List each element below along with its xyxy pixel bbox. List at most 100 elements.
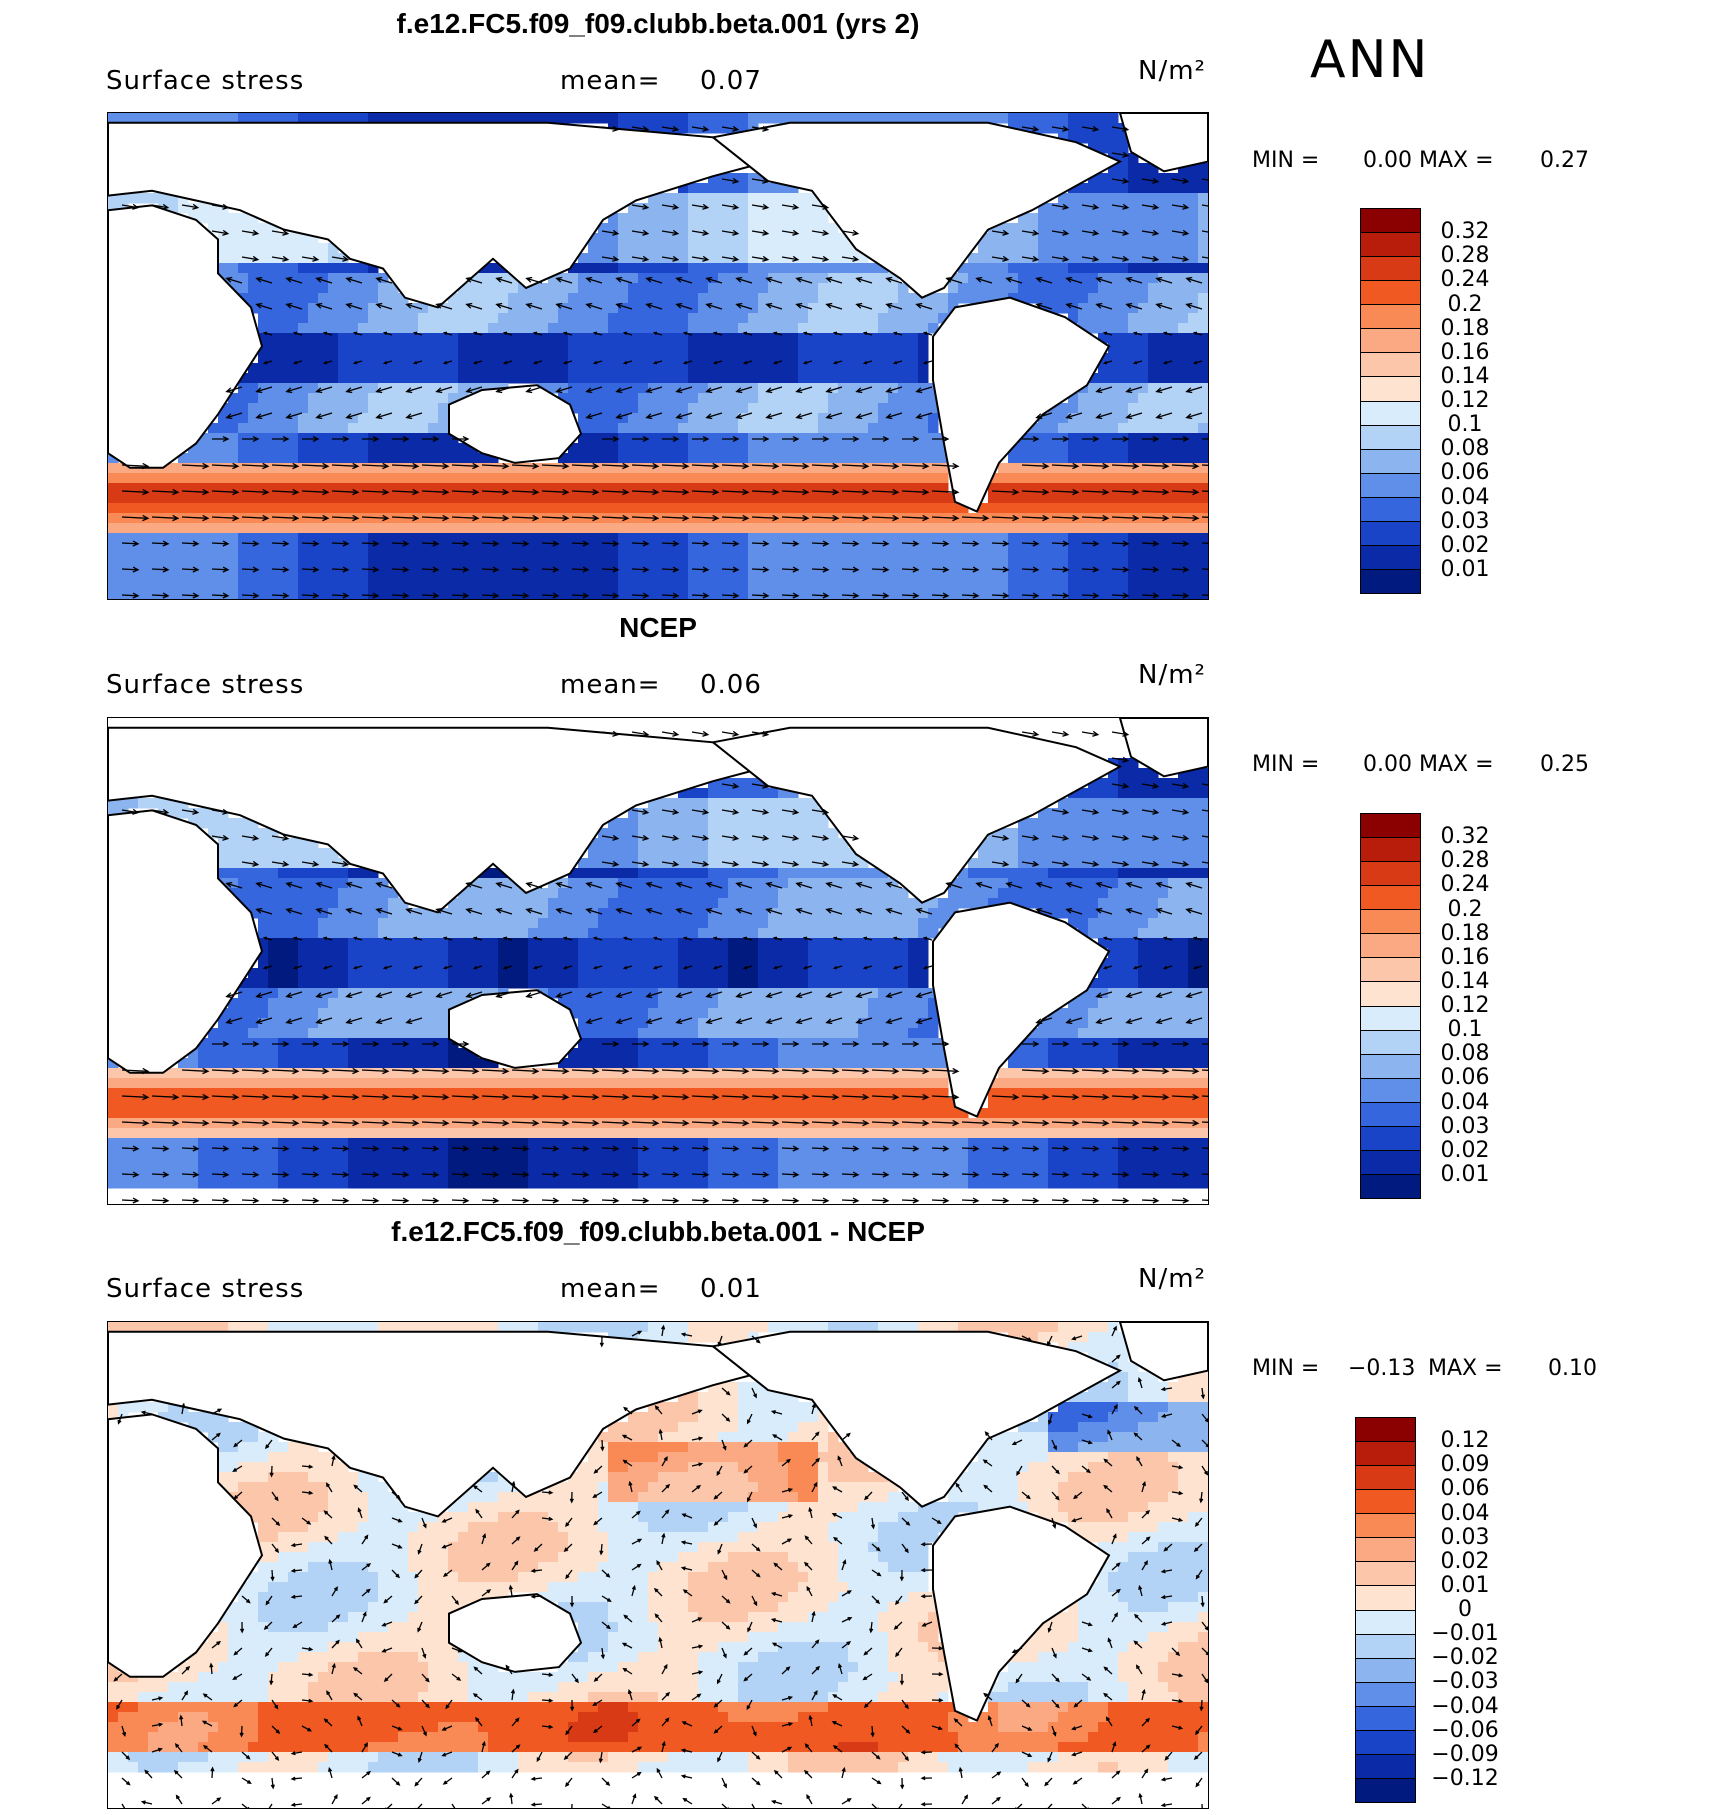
stress-vectors [121, 730, 1208, 1204]
field-shading [108, 1322, 1208, 1773]
colorbar-swatch [1361, 934, 1420, 959]
panel-2-variable: Surface stress [106, 670, 305, 700]
colorbar-swatch [1361, 209, 1420, 234]
season-label: ANN [1310, 30, 1430, 90]
colorbar-swatch [1361, 497, 1420, 522]
colorbar-swatch [1356, 1754, 1415, 1779]
colorbar-swatch [1361, 473, 1420, 498]
coastline [448, 1593, 583, 1673]
colorbar-tick-label: 0.16 [1440, 339, 1490, 365]
colorbar-swatch [1356, 1442, 1415, 1467]
colorbar-swatch [1356, 1682, 1415, 1707]
panel-3-colorbar [1355, 1417, 1416, 1803]
colorbar-tick-label: 0.32 [1440, 219, 1490, 245]
colorbar-swatch [1361, 958, 1420, 983]
colorbar-swatch [1356, 1610, 1415, 1635]
colorbar-tick-label: −0.06 [1431, 1717, 1499, 1743]
stress-vectors [113, 1324, 1208, 1808]
colorbar-swatch [1361, 233, 1420, 258]
coastline [1118, 718, 1208, 778]
colorbar-tick-label: 0.24 [1440, 872, 1490, 898]
coastline [710, 726, 1123, 904]
colorbar-tick-label: 0.32 [1440, 824, 1490, 850]
colorbar-tick-label: −0.12 [1431, 1765, 1499, 1791]
colorbar-swatch [1361, 1150, 1420, 1175]
panel-1-variable: Surface stress [106, 66, 305, 96]
colorbar-tick-label: 0.12 [1440, 388, 1490, 413]
coastline [932, 296, 1111, 513]
colorbar-swatch [1361, 377, 1420, 402]
colorbar-swatch [1356, 1586, 1415, 1611]
colorbar-tick-label: −0.03 [1431, 1669, 1499, 1695]
panel-1-mean-label: mean= [560, 66, 661, 96]
colorbar-tick-label: 0.08 [1440, 1041, 1490, 1067]
colorbar-tick-label: −0.09 [1431, 1741, 1499, 1767]
colorbar-tick-label: 0.2 [1447, 896, 1483, 922]
panel-1-colorbar-ticks: 0.32 0.28 0.24 0.2 0.18 0.16 0.14 0.12 0.1 0.08 0.… [1420, 208, 1510, 594]
colorbar-swatch [1361, 425, 1420, 450]
colorbar-tick-label: −0.04 [1431, 1693, 1499, 1719]
panel-3-colorbar-ticks: 0.12 0.09 0.06 0.04 0.03 0.02 0.01 0 −0.01 −0.02−… [1420, 1417, 1510, 1803]
colorbar-swatch [1356, 1418, 1415, 1443]
colorbar-swatch [1361, 401, 1420, 426]
panel-1-min-value: 0.00 [1363, 148, 1412, 173]
colorbar-tick-label: 0.04 [1440, 484, 1490, 510]
colorbar-swatch [1361, 449, 1420, 474]
panel-3-units: N/m² [1138, 1264, 1206, 1294]
colorbar-swatch [1361, 1006, 1420, 1031]
colorbar-swatch [1356, 1562, 1415, 1587]
colorbar-tick-label: 0.12 [1440, 993, 1490, 1018]
colorbar-swatch [1361, 1054, 1420, 1079]
panel-2-units: N/m² [1138, 660, 1206, 690]
panel-1-max-label: MAX = [1419, 148, 1494, 173]
colorbar-tick-label: 0.24 [1440, 267, 1490, 293]
panel-1-max-value: 0.27 [1540, 148, 1589, 173]
colorbar-swatch [1361, 910, 1420, 935]
coastline [932, 901, 1111, 1118]
colorbar-tick-label: 0.1 [1447, 1017, 1483, 1043]
colorbar-tick-label: 0.09 [1440, 1452, 1490, 1478]
panel-1-title: f.e12.FC5.f09_f09.clubb.beta.001 (yrs 2) [396, 8, 920, 39]
colorbar-swatch [1361, 545, 1420, 570]
colorbar-swatch [1361, 1174, 1420, 1198]
colorbar-swatch [1356, 1466, 1415, 1491]
colorbar-swatch [1361, 982, 1420, 1007]
colorbar-tick-label: 0.28 [1440, 243, 1490, 269]
colorbar-tick-label: 0.03 [1440, 1113, 1490, 1139]
colorbar-tick-label: 0 [1458, 1597, 1472, 1622]
colorbar-tick-label: 0.08 [1440, 436, 1490, 462]
colorbar-swatch [1361, 329, 1420, 354]
panel-1-units: N/m² [1138, 56, 1206, 86]
coastline [108, 1413, 264, 1678]
coastline [108, 809, 264, 1074]
colorbar-swatch [1361, 569, 1420, 593]
panel-2-map [107, 717, 1209, 1205]
colorbar-swatch [1356, 1490, 1415, 1515]
colorbar-swatch [1361, 886, 1420, 911]
coastline [1118, 1322, 1208, 1382]
panel-2-colorbar [1360, 813, 1421, 1199]
colorbar-tick-label: 0.16 [1440, 944, 1490, 970]
colorbar-swatch [1356, 1730, 1415, 1755]
panel-2-mean-label: mean= [560, 670, 661, 700]
colorbar-swatch [1361, 1102, 1420, 1127]
colorbar-swatch [1361, 281, 1420, 306]
colorbar-swatch [1361, 1126, 1420, 1151]
panel-2-colorbar-ticks: 0.32 0.28 0.24 0.2 0.18 0.16 0.14 0.12 0.1 0.08 0.… [1420, 813, 1510, 1199]
coastline [108, 204, 264, 469]
panel-3-title: f.e12.FC5.f09_f09.clubb.beta.001 - NCEP [391, 1216, 925, 1247]
panel-3-max-value: 0.10 [1548, 1356, 1597, 1381]
field-shading [108, 758, 1208, 1189]
coastline [932, 1505, 1111, 1722]
colorbar-tick-label: 0.14 [1440, 363, 1490, 389]
colorbar-tick-label: 0.06 [1440, 1065, 1490, 1091]
panel-3-min-value: −0.13 [1348, 1356, 1416, 1381]
colorbar-tick-label: 0.04 [1440, 1089, 1490, 1115]
colorbar-tick-label: 0.2 [1447, 291, 1483, 317]
panel-1-map [107, 112, 1209, 600]
colorbar-swatch [1356, 1514, 1415, 1539]
colorbar-tick-label: 0.1 [1447, 412, 1483, 438]
colorbar-swatch [1356, 1634, 1415, 1659]
colorbar-swatch [1356, 1706, 1415, 1731]
colorbar-swatch [1361, 521, 1420, 546]
